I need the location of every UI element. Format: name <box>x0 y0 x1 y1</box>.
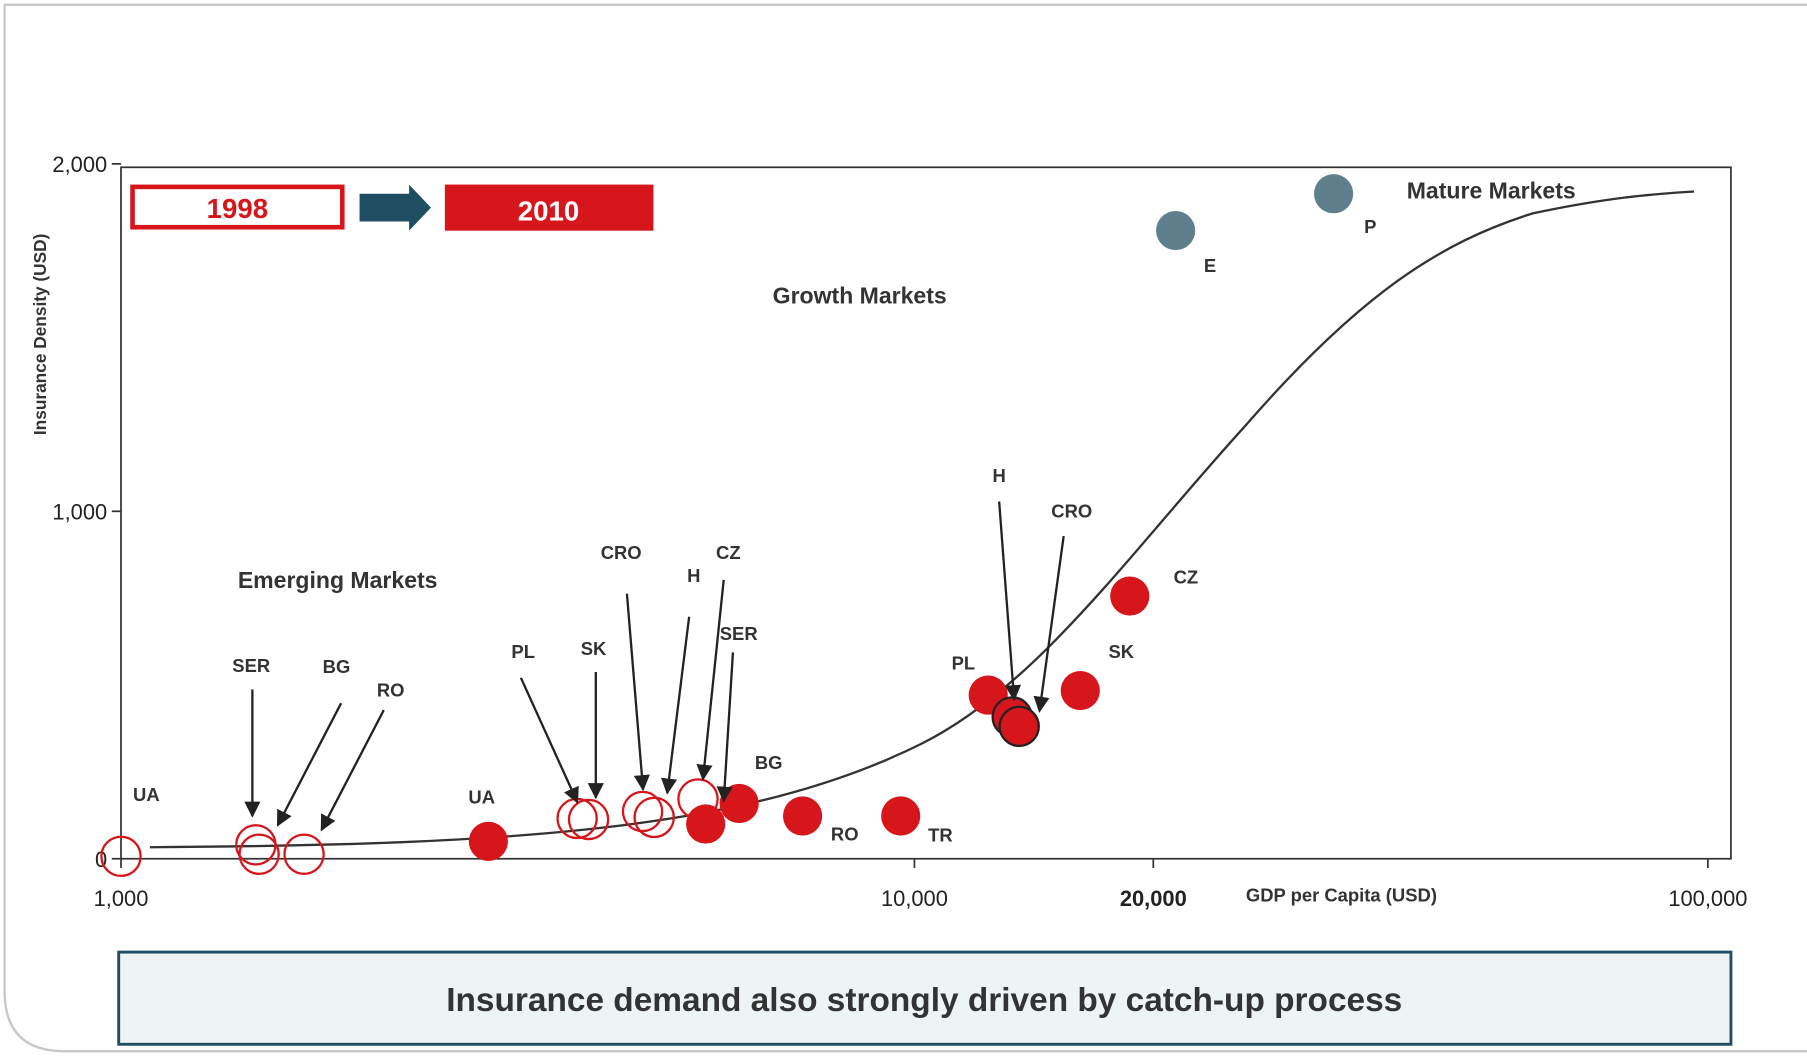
point-label: UA <box>468 786 495 807</box>
legend-label: 1998 <box>207 193 269 224</box>
pointer-arrow <box>696 579 725 781</box>
point-label: PL <box>511 641 535 662</box>
point <box>998 705 1040 748</box>
point <box>1156 210 1196 251</box>
pointer-arrow <box>519 677 579 804</box>
point-label: CZ <box>716 542 741 563</box>
legend-2010-box <box>444 184 654 231</box>
banner-box <box>117 950 1733 1046</box>
point-label: P <box>1364 216 1376 237</box>
y-tick-label: 1,000 <box>52 499 107 524</box>
legend-arrow <box>359 184 432 231</box>
pointer-arrow <box>716 652 735 803</box>
point <box>881 796 921 836</box>
x-tick-label: 1,000 <box>94 886 149 911</box>
annotation: Mature Markets <box>1407 177 1576 203</box>
point <box>238 833 280 875</box>
point-label: CZ <box>1174 566 1199 587</box>
x-tick-label: 100,000 <box>1668 886 1747 911</box>
point <box>1110 576 1150 616</box>
s-curve <box>149 190 1695 849</box>
point-label: RO <box>377 679 405 700</box>
point <box>686 804 726 844</box>
point-label: PL <box>952 653 976 674</box>
point-label: RO <box>831 823 859 844</box>
point-label: SER <box>720 623 758 644</box>
legend-label: 2010 <box>518 195 580 226</box>
legend-1998-box <box>130 184 345 230</box>
point-label: H <box>687 565 700 586</box>
point <box>782 796 823 836</box>
banner-text: Insurance demand also strongly driven by… <box>446 982 1402 1019</box>
page-frame <box>3 3 1807 1053</box>
point-label: CRO <box>1051 501 1092 522</box>
point <box>621 790 664 833</box>
point-label: E <box>1204 255 1216 276</box>
point <box>1314 174 1354 214</box>
point-label: BG <box>755 752 783 773</box>
pointer-arrow <box>320 709 385 832</box>
point <box>633 796 675 839</box>
point-label: UA <box>133 784 160 805</box>
pointer-arrow <box>1033 535 1065 713</box>
plot-frame <box>120 166 1732 860</box>
annotation: Growth Markets <box>773 282 947 308</box>
x-tick-label: 20,000 <box>1120 886 1187 911</box>
point <box>468 821 508 861</box>
pointer-arrow <box>276 702 343 827</box>
point <box>100 835 142 878</box>
pointer-arrow <box>998 501 1022 702</box>
annotation: Emerging Markets <box>238 567 438 593</box>
point <box>1060 670 1100 711</box>
point-label: SK <box>581 638 607 659</box>
point-label: SK <box>1109 641 1135 662</box>
point-label: CRO <box>601 542 642 563</box>
y-axis-label: Insurance Density (USD) <box>30 234 50 435</box>
point <box>567 798 610 841</box>
point-label: BG <box>323 656 351 677</box>
point <box>283 833 325 875</box>
pointer-arrow <box>661 616 691 795</box>
x-tick-label: 10,000 <box>881 886 948 911</box>
y-tick-label: 2,000 <box>52 152 107 177</box>
x-axis-label: GDP per Capita (USD) <box>1246 884 1437 905</box>
pointer-arrow <box>625 593 650 792</box>
point-label: H <box>992 465 1005 486</box>
point-label: TR <box>928 824 953 845</box>
point-label: SER <box>232 655 270 676</box>
